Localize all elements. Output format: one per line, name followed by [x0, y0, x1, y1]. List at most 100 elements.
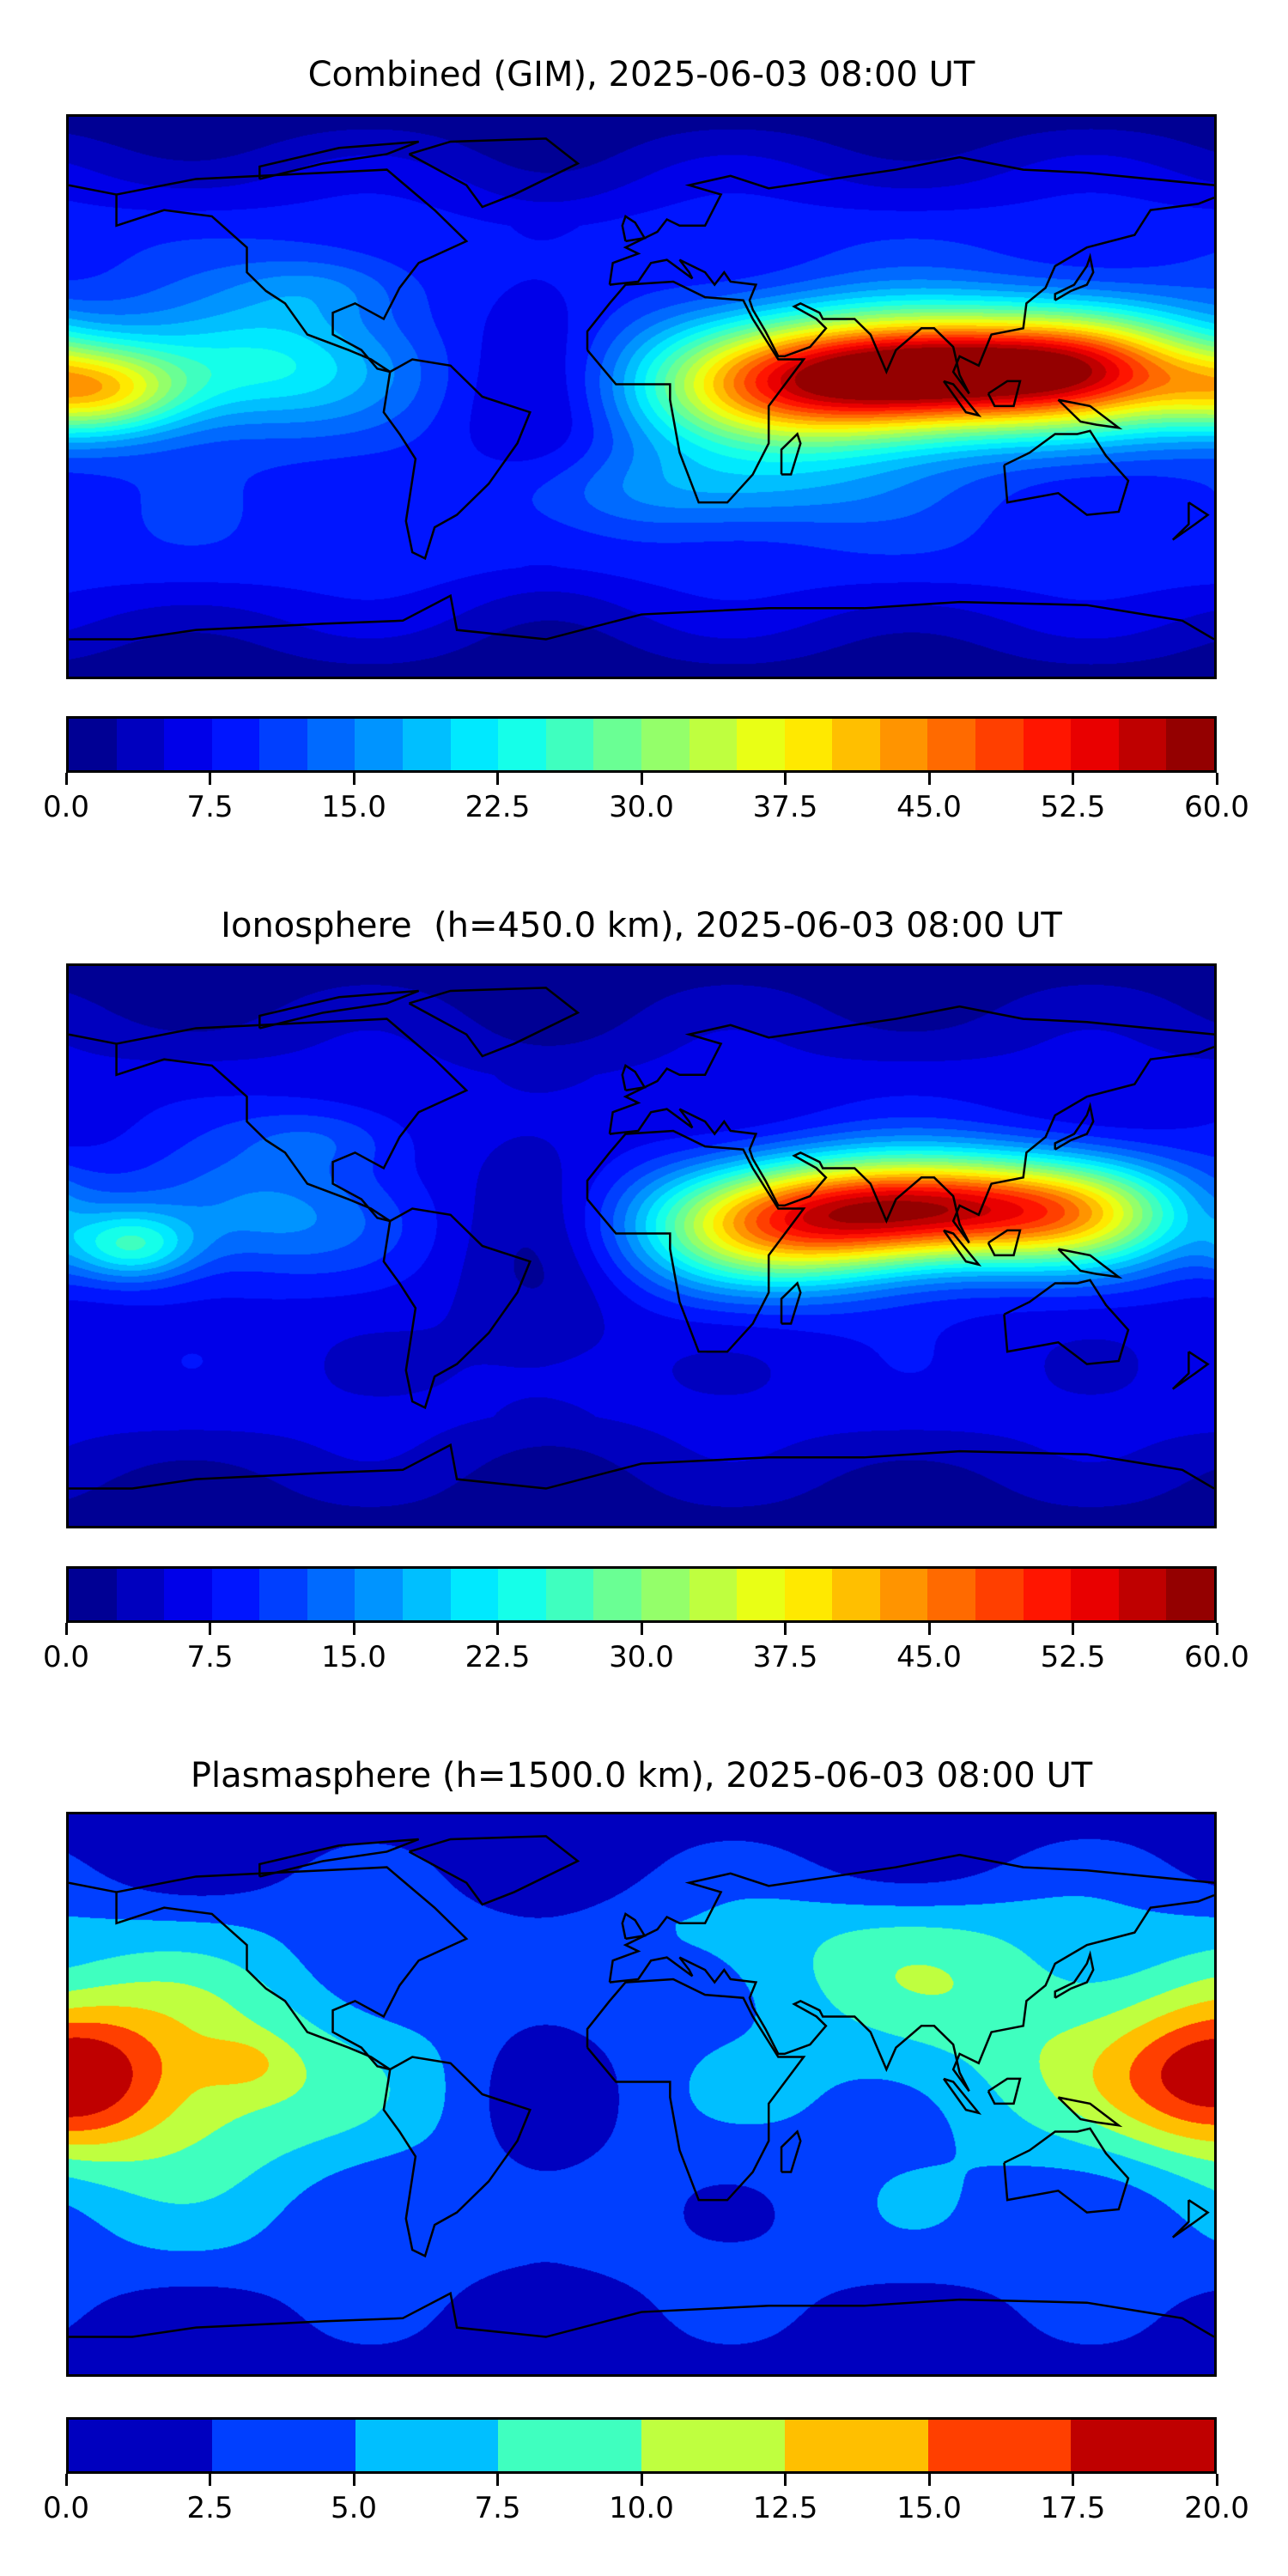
colorbar-tick-label: 37.5: [752, 1640, 818, 1674]
colorbar-tick: [352, 773, 355, 785]
coastline: [610, 1895, 1214, 2091]
colorbar-tick: [1072, 1623, 1074, 1635]
coastline: [1173, 1352, 1208, 1388]
field-ionosphere: [69, 966, 1214, 1526]
coastline: [69, 1445, 1214, 1489]
colorbar-tick-label: 60.0: [1184, 790, 1249, 824]
colorbar-tick: [1072, 2474, 1074, 2486]
colorbar-tick: [784, 1623, 787, 1635]
colorbar-segment: [211, 719, 260, 770]
coastline: [69, 1883, 117, 1893]
colorbar-segment: [403, 1569, 451, 1620]
colorbar-tick: [927, 773, 931, 785]
colorbar-tick-label: 15.0: [321, 1640, 386, 1674]
colorbar-tick-label: 20.0: [1184, 2491, 1249, 2525]
colorbar-segment: [355, 719, 404, 770]
coastline: [384, 2057, 530, 2257]
colorbar-segment: [69, 2420, 212, 2471]
colorbar-segment: [593, 719, 641, 770]
title-ionosphere: Ionosphere (h=450.0 km), 2025-06-03 08:0…: [221, 906, 1062, 945]
colorbar-tick: [784, 2474, 787, 2486]
coastline: [587, 282, 804, 502]
colorbar-tick-label: 30.0: [609, 1640, 674, 1674]
colorbar-tick-label: 7.5: [186, 790, 234, 824]
coastline: [944, 1230, 979, 1265]
colorbar-tick: [927, 1623, 931, 1635]
colorbar-segment: [1118, 1569, 1167, 1620]
colorbar-tick: [1072, 773, 1074, 785]
colorbar-ticks-ionosphere: 0.0 7.5 15.0 22.5 30.0 37.5 45.0 52.5 60.0: [43, 1623, 1249, 1674]
coastline: [1055, 257, 1093, 301]
colorbar-segment: [832, 719, 880, 770]
coastline: [409, 138, 577, 207]
colorbar-segment: [832, 1569, 880, 1620]
coastline: [1055, 1954, 1093, 1998]
colorbar-segment: [927, 1569, 975, 1620]
colorbar-tick: [209, 1623, 211, 1635]
colorbar-segment: [307, 1569, 355, 1620]
coastline: [384, 360, 530, 559]
colorbar-tick-label: 60.0: [1184, 1640, 1249, 1674]
colorbar-segment: [737, 719, 785, 770]
coastline: [117, 170, 467, 372]
colorbar-ticks-plasmasphere: 0.0 2.5 5.0 7.5 10.0 12.5 15.0 17.5 20.0: [43, 2474, 1249, 2525]
colorbar-tick-label: 5.0: [330, 2491, 378, 2525]
colorbar-segment: [545, 719, 594, 770]
colorbar-tick: [640, 1623, 643, 1635]
colorbar-segment: [498, 719, 546, 770]
colorbar-tick: [496, 773, 499, 785]
colorbar-segment: [164, 1569, 212, 1620]
colorbar-segment: [259, 719, 307, 770]
colorbar-tick-label: 0.0: [42, 2491, 90, 2525]
coastline: [117, 1868, 467, 2069]
colorbar-segment: [879, 719, 928, 770]
colorbar-tick-label: 7.5: [186, 1640, 234, 1674]
coastline: [623, 1914, 645, 1939]
colorbar-segment: [784, 2420, 928, 2471]
coastline: [69, 1035, 117, 1044]
coastline: [623, 216, 645, 241]
map-combined: [66, 114, 1217, 679]
colorbar-tick: [209, 2474, 211, 2486]
colorbar-segment: [116, 719, 165, 770]
coastline: [781, 2131, 800, 2172]
colorbar-tick-label: 0.0: [42, 1640, 90, 1674]
colorbar-tick-label: 45.0: [896, 1640, 962, 1674]
colorbar-segment: [784, 1569, 833, 1620]
coastline: [1058, 2098, 1118, 2126]
coastline: [623, 1066, 645, 1091]
colorbar-segment: [450, 1569, 499, 1620]
colorbar-segment: [975, 1569, 1024, 1620]
colorbar-segment: [641, 719, 690, 770]
colorbar-tick: [496, 1623, 499, 1635]
colorbar-segment: [355, 1569, 404, 1620]
coastline: [1004, 1280, 1128, 1364]
colorbar-combined: [66, 716, 1217, 773]
title-combined: Combined (GIM), 2025-06-03 08:00 UT: [307, 55, 975, 94]
coastline: [988, 1230, 1020, 1255]
colorbar-tick-label: 0.0: [42, 790, 90, 824]
colorbar-segment: [307, 719, 355, 770]
coastline: [610, 197, 1214, 393]
colorbar-ionosphere: [66, 1566, 1217, 1623]
coastline: [409, 987, 577, 1056]
coastlines: [69, 117, 1214, 677]
colorbar-segment: [69, 1569, 117, 1620]
coastline: [69, 596, 1214, 640]
field-plasmasphere: [69, 1814, 1214, 2374]
colorbar-segment: [1166, 1569, 1214, 1620]
colorbar-segment: [641, 1569, 690, 1620]
coastline: [1004, 2129, 1128, 2213]
colorbar-segment: [1166, 719, 1214, 770]
colorbar-segment: [545, 1569, 594, 1620]
colorbar-segment: [211, 1569, 260, 1620]
coastline: [69, 185, 117, 195]
colorbar-segment: [498, 1569, 546, 1620]
coastline: [117, 1019, 467, 1221]
coastline: [1055, 1106, 1093, 1150]
coastline: [259, 142, 418, 179]
colorbar-tick: [1215, 2474, 1218, 2486]
colorbar-tick-label: 37.5: [752, 790, 818, 824]
colorbar-tick-label: 30.0: [609, 790, 674, 824]
coastlines: [69, 1814, 1214, 2374]
